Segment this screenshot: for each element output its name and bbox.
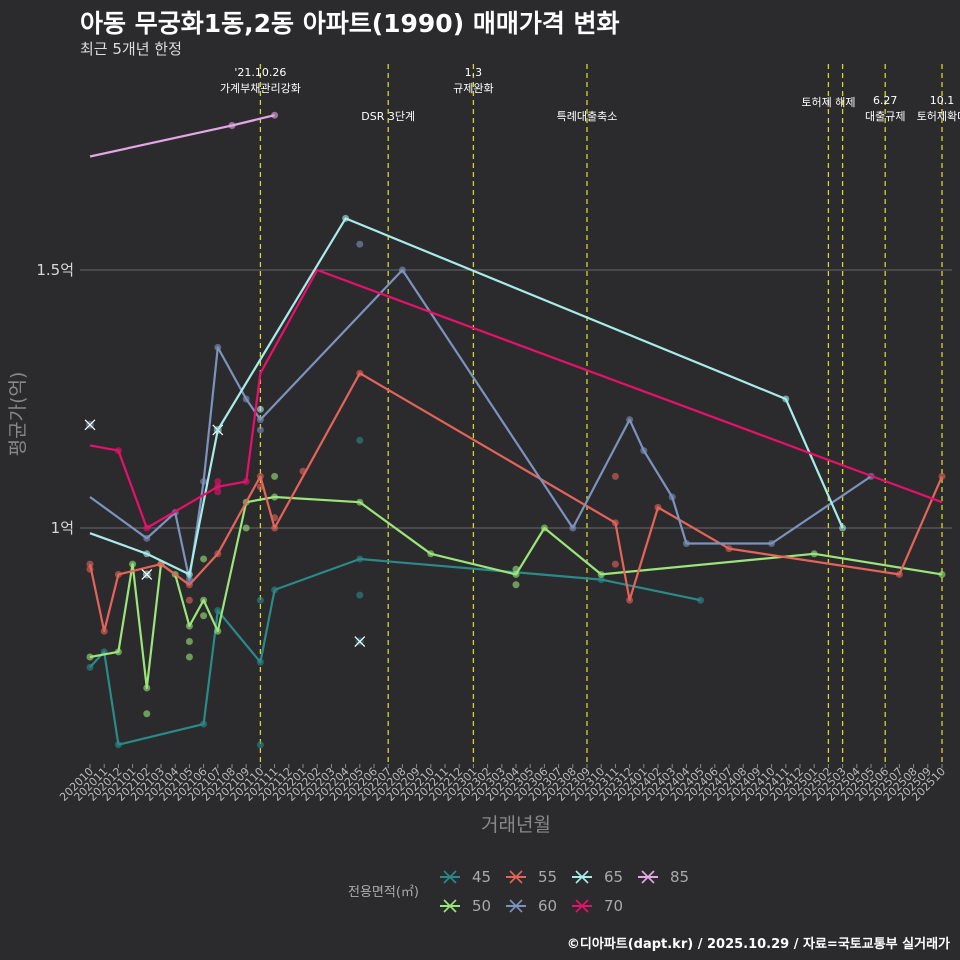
data-point: [242, 524, 250, 532]
event-label: 대출규제: [865, 110, 905, 123]
legend-swatch-cross: [509, 899, 523, 913]
series-line: [89, 114, 275, 158]
data-point: [200, 555, 208, 563]
legend-label: 50: [472, 897, 491, 915]
y-tick-label: 1억: [51, 519, 74, 537]
legend-label: 85: [670, 868, 689, 886]
cross-marker: [354, 636, 366, 647]
data-point: [185, 638, 193, 646]
series-65: [89, 214, 847, 580]
series-45: [86, 436, 705, 749]
event-label: 규제완화: [453, 82, 493, 95]
legend-label: 45: [472, 868, 491, 886]
event-label: DSR 3단계: [361, 110, 415, 123]
data-point: [256, 405, 264, 413]
event-label: 가계부채관리강화: [220, 82, 301, 95]
legend-swatch-cross: [509, 870, 523, 884]
data-point: [214, 488, 222, 496]
data-point: [256, 741, 264, 749]
data-point: [356, 240, 364, 248]
legend-title: 전용면적(㎡): [348, 885, 419, 900]
cross-marker: [84, 419, 96, 431]
cross-marker: [141, 569, 153, 580]
data-point: [256, 426, 264, 434]
data-point: [185, 596, 193, 604]
legend-item-45: 45: [440, 868, 491, 886]
series-line: [89, 268, 872, 581]
series-line: [89, 557, 701, 746]
legend-swatch-cross: [575, 899, 589, 913]
legend-item-60: 60: [506, 897, 557, 915]
series-85: [89, 111, 279, 158]
event-label: 토허제확대: [917, 110, 960, 123]
legend-item-65: 65: [572, 868, 623, 886]
series-50: [86, 472, 946, 718]
data-point: [611, 560, 619, 568]
data-point: [143, 710, 151, 718]
data-point: [185, 653, 193, 661]
data-point: [356, 436, 364, 444]
data-point: [938, 570, 946, 578]
legend-label: 60: [538, 897, 557, 915]
data-point: [271, 472, 279, 480]
x-axis-title: 거래년월: [481, 814, 551, 836]
series-line: [89, 495, 943, 690]
legend-label: 70: [604, 897, 623, 915]
series-line: [89, 268, 943, 530]
legend-label: 55: [538, 868, 557, 886]
legend-swatch-cross: [443, 899, 457, 913]
legend-item-70: 70: [572, 897, 623, 915]
event-label: 10.1: [930, 94, 955, 107]
legend-swatch-cross: [443, 870, 457, 884]
data-point: [512, 581, 520, 589]
data-point: [200, 612, 208, 620]
legend-label: 65: [604, 868, 623, 886]
legend-item-50: 50: [440, 897, 491, 915]
data-point: [356, 591, 364, 599]
source-caption: ©디아파트(dapt.kr) / 2025.10.29 / 자료=국토교통부 실…: [566, 937, 950, 952]
event-label: 6.27: [873, 94, 898, 107]
series-70: [89, 268, 943, 532]
series-line: [89, 217, 844, 576]
y-axis-title: 평균가(억): [7, 372, 29, 457]
data-point: [214, 478, 222, 486]
legend-swatch-cross: [641, 870, 655, 884]
legend-swatch-cross: [575, 870, 589, 884]
legend-item-85: 85: [638, 868, 689, 886]
event-label: 특례대출축소: [557, 110, 618, 123]
event-label: 1.3: [465, 66, 483, 79]
chart-subtitle: 최근 5개년 한정: [80, 40, 182, 58]
event-label: 토허제 해제: [801, 95, 855, 109]
series-55: [86, 369, 946, 635]
y-tick-label: 1.5억: [36, 261, 74, 279]
chart-title: 아동 무궁화1동,2동 아파트(1990) 매매가격 변화: [80, 9, 620, 38]
data-point: [611, 472, 619, 480]
legend-item-55: 55: [506, 868, 557, 886]
event-label: '21.10.26: [234, 66, 286, 79]
data-point: [697, 596, 705, 604]
data-point: [256, 596, 264, 604]
series-line: [88, 372, 944, 633]
